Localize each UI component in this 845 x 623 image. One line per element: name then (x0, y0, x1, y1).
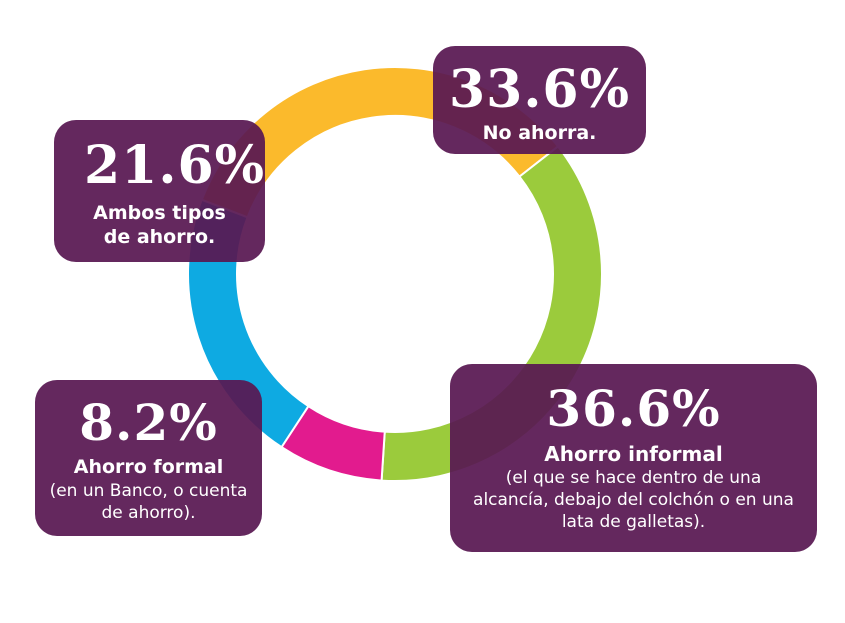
slice-percent: 8.2% (79, 393, 218, 452)
slice-name: Ambos tipos de ahorro. (93, 202, 226, 248)
slice-name: No ahorra. (482, 122, 597, 144)
slice-percent: 36.6% (546, 379, 721, 438)
slice-label-no-ahorra: 33.6% No ahorra. (433, 46, 646, 154)
slice-label-ahorro-formal: 8.2% Ahorro formal (en un Banco, o cuent… (35, 380, 262, 536)
slice-description: (en un Banco, o cuenta de ahorro). (49, 480, 248, 523)
slice-label-ahorro-informal: 36.6% Ahorro informal (el que se hace de… (450, 364, 817, 552)
slice-percent: 33.6% (448, 59, 631, 120)
slice-name: Ahorro informal (544, 442, 723, 466)
slice-label-ambos-tipos: 21.6% Ambos tipos de ahorro. (54, 120, 265, 262)
slice-percent: 21.6% (84, 135, 266, 196)
slice-name: Ahorro formal (73, 456, 224, 478)
slice-description: (el que se hace dentro de una alcancía, … (473, 468, 794, 533)
